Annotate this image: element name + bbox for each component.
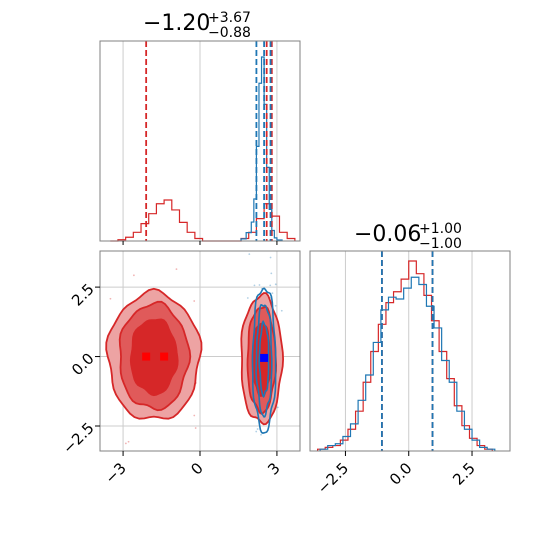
frame [309,250,511,452]
x-tick-label-2: 2.5 [449,459,479,489]
y-tick-label-0: −2.5 [59,419,97,457]
x-tick-label-0: −2.5 [314,459,352,497]
marginal-param2-panel: −2.5 0.0 2.5 [309,250,511,498]
sample-point [270,272,273,275]
sample-point [276,406,279,409]
marginal-param1-panel [99,40,301,245]
sample-point [260,433,262,436]
joint-param-panel: −3 0 3 −2.5 0.0 2.5 [59,250,301,487]
red-contour-0-2 [129,318,179,397]
histogram-series-1 [319,276,496,451]
x-tick-label-0: −3 [102,459,130,487]
y-tick-label-2: 2.5 [68,280,98,310]
sample-point [271,292,274,295]
title-param1-minus: −0.88 [208,25,251,41]
histogram-series-1 [240,56,283,241]
sample-point [269,284,272,287]
title-param1: −1.20 +3.67 −0.88 [143,10,251,41]
sample-point [256,428,259,430]
sample-point [193,300,196,302]
title-param2-median: −0.06 [354,222,421,247]
title-param2: −0.06 +1.00 −1.00 [354,221,462,252]
sample-point [193,414,196,417]
sample-point [246,297,249,299]
title-param2-plus: +1.00 [419,221,462,237]
joint-content [90,251,300,451]
sample-point [248,253,251,255]
sample-point [132,274,135,277]
sample-point [280,309,283,312]
sample-point [255,430,258,433]
blue-contour-0 [251,287,277,434]
sample-point [274,304,277,307]
sample-point [127,440,130,443]
y-tick-label-1: 0.0 [68,349,98,379]
x-tick-label-1: 0.0 [386,459,416,489]
x-tick-label-1: 0 [187,459,206,478]
sample-point [90,349,92,351]
sample-point [109,297,112,300]
title-param1-plus: +3.67 [208,10,251,26]
median-marker-0 [142,352,151,361]
sample-point [124,442,127,445]
histogram-series-0 [316,260,493,451]
median-marker-1 [160,352,169,361]
sample-point [253,284,256,287]
sample-point [194,427,197,429]
title-param1-median: −1.20 [143,11,210,36]
sample-point [274,283,277,286]
title-param2-minus: −1.00 [419,236,462,252]
median-marker-2 [260,353,269,362]
blue-contour-2 [258,320,270,399]
sample-point [258,284,261,286]
sample-point [269,256,272,259]
x-tick-label-2: 3 [264,459,283,478]
sample-point [175,268,178,271]
blue-contour-1 [255,304,273,418]
